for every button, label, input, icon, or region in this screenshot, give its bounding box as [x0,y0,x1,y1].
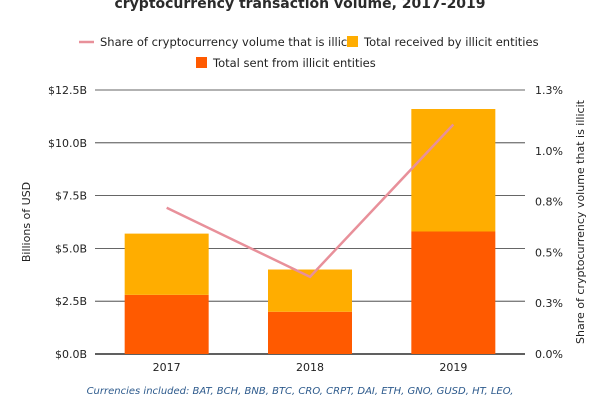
bar-sent-2018 [268,311,352,354]
legend-swatch-received [347,36,358,47]
legend-item-share: Share of cryptocurrency volume that is i… [79,35,355,49]
legend: Share of cryptocurrency volume that is i… [79,35,539,70]
y2-tick-label: 0.0% [535,348,563,361]
chart-title: cryptocurrency transaction volume, 2017-… [114,0,485,12]
y2-tick-label: 0.3% [535,297,563,310]
legend-item-received: Total received by illicit entities [347,35,539,49]
y-tick-label: $12.5B [48,84,87,97]
y2-tick-label: 1.0% [535,145,563,158]
y2-axis-label: Share of cryptocurrency volume that is i… [574,99,587,344]
share-line [166,123,455,279]
legend-swatch-sent [196,57,207,68]
y-tick-label: $5.0B [55,242,87,255]
x-axis: 2017 2018 2019 [153,361,468,374]
x-tick-label: 2018 [296,361,324,374]
y-tick-label: $2.5B [55,295,87,308]
y-axis-left: $0.0B $2.5B $5.0B $7.5B $10.0B $12.5B [48,84,87,361]
y2-tick-label: 0.8% [535,196,563,209]
bar-sent-2019 [411,231,496,354]
bar-received-2019 [411,109,496,232]
x-tick-label: 2017 [153,361,181,374]
y-tick-label: $10.0B [48,137,87,150]
y-axis-label: Billions of USD [20,182,33,262]
footnote: Currencies included: BAT, BCH, BNB, BTC,… [87,386,514,397]
legend-label-received: Total received by illicit entities [363,35,539,49]
legend-item-sent: Total sent from illicit entities [196,56,376,70]
legend-label-share: Share of cryptocurrency volume that is i… [100,35,355,49]
y2-tick-label: 1.3% [535,84,563,97]
y2-tick-label: 0.5% [535,246,563,259]
bars [124,109,496,354]
x-tick-label: 2019 [439,361,467,374]
bar-received-2017 [124,233,209,295]
y-tick-label: $0.0B [55,348,87,361]
bar-sent-2017 [124,294,209,354]
y-tick-label: $7.5B [55,190,87,203]
share-line-path [166,123,455,279]
legend-label-sent: Total sent from illicit entities [212,56,376,70]
y-axis-right: 0.0% 0.3% 0.5% 0.8% 1.0% 1.3% [535,84,563,361]
